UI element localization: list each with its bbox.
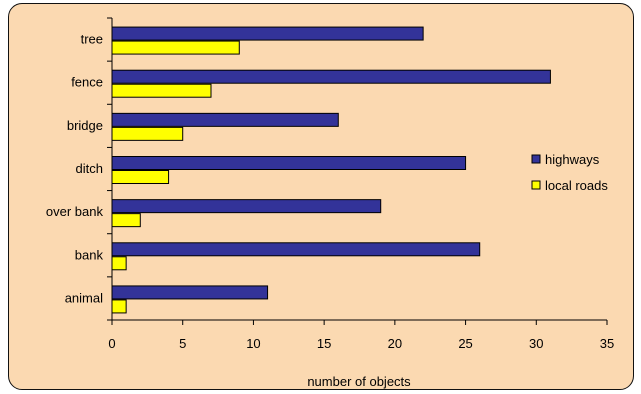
x-tick-label: 35 [600, 336, 614, 351]
legend-swatch [532, 155, 540, 163]
category-label: bridge [67, 118, 103, 133]
category-label: animal [65, 290, 103, 305]
y-axis-ticks: tree fence bridge ditch over bank bank animal [46, 18, 112, 320]
bar-highways-ditch [112, 157, 466, 170]
bar-local-roads-bridge [112, 127, 183, 140]
x-tick-label: 25 [458, 336, 472, 351]
bar-local-roads-fence [112, 84, 211, 97]
category-label: bank [75, 247, 104, 262]
x-tick-label: 15 [317, 336, 331, 351]
x-axis-ticks: 0 5 10 15 20 25 30 35 [108, 320, 614, 351]
legend-label: local roads [545, 178, 608, 193]
bar-local-roads-ditch [112, 171, 169, 184]
x-tick-label: 10 [246, 336, 260, 351]
bar-local-roads-bank [112, 257, 126, 270]
bar-highways-animal [112, 286, 268, 299]
x-tick-label: 20 [388, 336, 402, 351]
bar-highways-bank [112, 243, 480, 256]
x-tick-label: 30 [529, 336, 543, 351]
bar-highways-bridge [112, 113, 338, 126]
category-label: fence [71, 75, 103, 90]
legend-label: highways [545, 152, 600, 167]
category-label: ditch [76, 161, 103, 176]
category-label: tree [81, 32, 103, 47]
bar-highways-fence [112, 70, 550, 83]
legend: highways local roads [532, 152, 608, 193]
bar-highways-over-bank [112, 200, 381, 213]
category-label: over bank [46, 204, 104, 219]
x-axis-label: number of objects [307, 374, 411, 389]
x-tick-label: 5 [179, 336, 186, 351]
bars-layer [112, 27, 550, 313]
bar-local-roads-animal [112, 300, 126, 313]
x-tick-label: 0 [108, 336, 115, 351]
bar-local-roads-over-bank [112, 214, 140, 227]
bar-highways-tree [112, 27, 423, 40]
bar-local-roads-tree [112, 41, 239, 54]
legend-swatch [532, 181, 540, 189]
